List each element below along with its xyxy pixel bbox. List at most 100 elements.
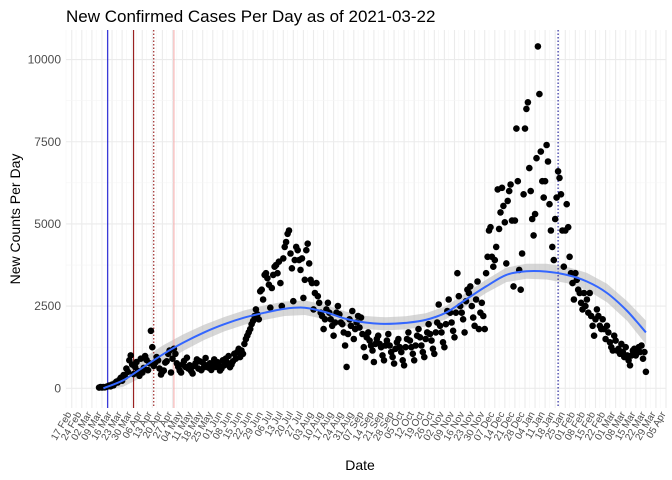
data-point	[389, 353, 396, 361]
data-point	[572, 269, 579, 277]
data-point	[441, 343, 448, 351]
data-point	[331, 319, 339, 326]
data-point	[498, 184, 506, 192]
data-point	[505, 187, 513, 195]
data-point	[149, 343, 156, 351]
y-tick-label: 7500	[34, 135, 61, 149]
data-point	[564, 223, 572, 231]
smooth-confidence-ribbon	[103, 263, 646, 391]
data-point	[167, 369, 175, 376]
data-point	[481, 325, 489, 333]
data-point	[267, 304, 274, 312]
data-point	[455, 292, 463, 300]
data-point	[144, 366, 152, 374]
data-point	[523, 105, 530, 113]
data-point	[341, 342, 349, 349]
data-point	[400, 362, 408, 369]
data-point	[625, 357, 632, 364]
data-point	[524, 99, 532, 106]
data-point	[458, 309, 466, 317]
data-point	[277, 279, 284, 287]
data-point	[530, 232, 537, 239]
data-point	[492, 243, 500, 251]
data-point	[169, 355, 176, 363]
data-point	[398, 348, 405, 356]
data-point	[189, 370, 196, 377]
data-point	[303, 246, 310, 254]
data-point	[459, 316, 467, 323]
data-point	[469, 314, 477, 321]
data-point	[402, 343, 409, 351]
data-point	[589, 322, 596, 330]
grid	[65, 30, 667, 408]
data-point	[593, 306, 601, 313]
data-point	[426, 330, 434, 338]
data-point	[268, 284, 276, 292]
data-point	[612, 337, 619, 344]
data-point	[599, 316, 606, 323]
data-point	[297, 266, 304, 274]
data-point	[526, 164, 533, 172]
data-point	[405, 329, 412, 336]
data-point	[416, 334, 424, 341]
data-point	[183, 354, 191, 362]
data-point	[507, 181, 514, 188]
data-point	[544, 158, 552, 165]
data-point	[461, 329, 468, 336]
data-point	[570, 296, 578, 303]
data-point	[305, 260, 313, 267]
data-point	[288, 265, 296, 272]
data-point	[520, 191, 527, 198]
data-point	[517, 286, 524, 294]
data-point	[638, 342, 645, 349]
y-tick-label: 5000	[34, 217, 61, 231]
data-point	[605, 329, 612, 336]
data-point	[586, 289, 593, 297]
data-point	[533, 154, 540, 162]
data-point	[147, 327, 155, 335]
data-point	[172, 350, 179, 358]
data-point	[491, 256, 499, 264]
data-point	[287, 250, 294, 257]
data-point	[566, 253, 573, 261]
y-tick-label: 2500	[34, 299, 61, 313]
data-point	[282, 238, 290, 246]
data-point	[541, 177, 549, 185]
confidence-band	[103, 263, 646, 391]
data-point	[495, 225, 503, 233]
data-point	[518, 250, 526, 257]
x-axis-title: Date	[345, 457, 375, 473]
data-point	[556, 174, 563, 182]
y-axis-title: New Counts Per Day	[7, 154, 23, 285]
data-point	[478, 299, 486, 307]
data-point	[349, 307, 356, 315]
data-point	[278, 302, 286, 310]
data-point	[511, 217, 519, 224]
data-point	[357, 314, 365, 321]
data-point	[626, 362, 634, 369]
data-point	[428, 337, 435, 344]
data-point	[415, 325, 422, 333]
data-point	[255, 316, 263, 323]
data-point	[369, 347, 376, 354]
data-point	[280, 255, 287, 262]
data-point	[501, 219, 509, 226]
data-point	[534, 43, 542, 50]
data-point	[536, 90, 543, 98]
data-point	[500, 202, 507, 210]
data-point	[436, 322, 444, 330]
data-point	[330, 332, 337, 340]
data-point	[360, 343, 368, 351]
data-point	[390, 360, 398, 367]
data-point	[503, 260, 510, 267]
data-point	[259, 296, 267, 303]
data-point	[370, 358, 378, 366]
data-point	[419, 348, 427, 356]
data-points	[95, 43, 650, 391]
data-point	[399, 357, 407, 364]
data-point	[452, 309, 460, 317]
data-point	[497, 209, 504, 216]
data-point	[531, 210, 539, 218]
